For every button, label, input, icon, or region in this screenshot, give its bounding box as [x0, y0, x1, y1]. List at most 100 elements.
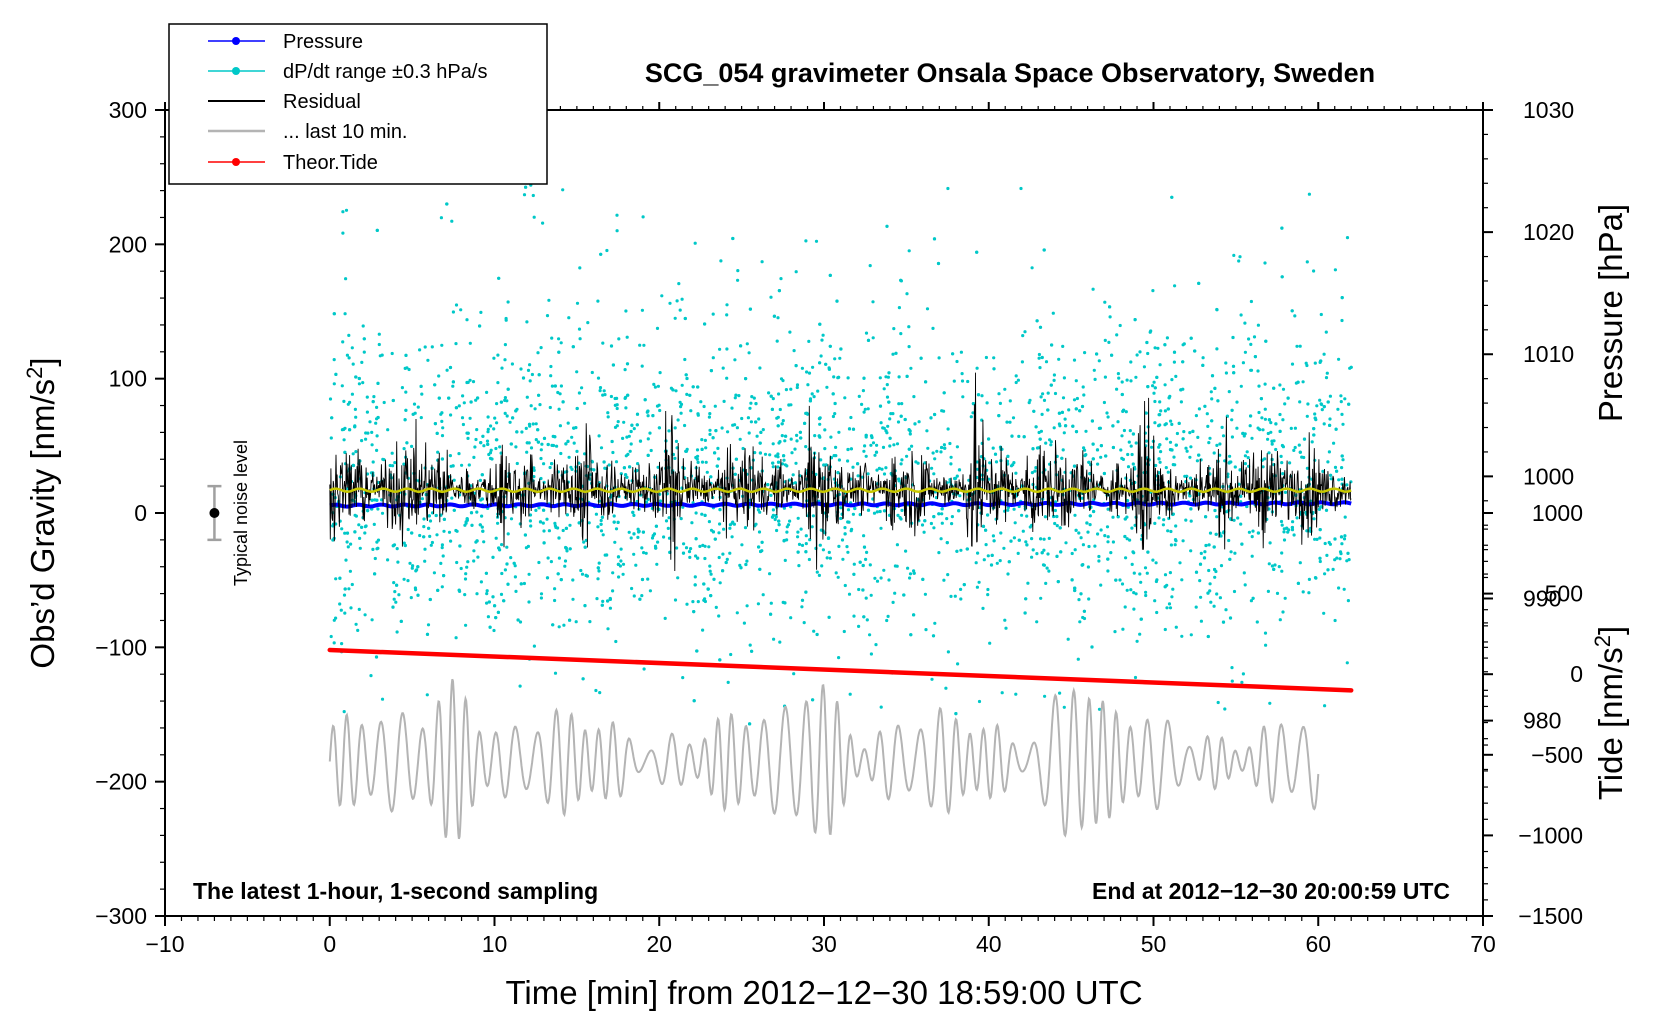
dpdt-point [900, 402, 904, 406]
dpdt-point [1212, 545, 1216, 549]
dpdt-point [376, 546, 380, 550]
dpdt-point [1318, 536, 1322, 540]
dpdt-point [465, 318, 469, 322]
dpdt-point [829, 435, 833, 439]
dpdt-point [744, 377, 748, 381]
dpdt-point [577, 391, 582, 395]
dpdt-point [1250, 535, 1254, 539]
dpdt-point [562, 623, 566, 627]
dpdt-point [800, 366, 805, 370]
dpdt-point [466, 436, 470, 440]
dpdt-point [909, 366, 913, 370]
dpdt-point [331, 538, 335, 542]
dpdt-point [564, 546, 568, 550]
dpdt-point [1106, 540, 1110, 544]
dpdt-point [1129, 379, 1133, 383]
dpdt-point [542, 541, 546, 545]
dpdt-point [940, 521, 944, 525]
dpdt-point [747, 431, 751, 435]
dpdt-point [571, 578, 575, 582]
dpdt-point [738, 437, 742, 441]
dpdt-point [798, 430, 803, 434]
dpdt-point [930, 677, 934, 681]
dpdt-point [673, 316, 677, 320]
dpdt-point [629, 442, 633, 446]
dpdt-point [619, 559, 623, 563]
dpdt-point [503, 343, 507, 347]
dpdt-point [1246, 456, 1250, 460]
dpdt-point [1040, 355, 1044, 360]
dpdt-point [682, 542, 686, 546]
dpdt-point [946, 427, 950, 431]
dpdt-point [932, 526, 936, 530]
dpdt-point [1116, 420, 1120, 424]
dpdt-point [1166, 470, 1170, 474]
dpdt-point [733, 396, 737, 400]
dpdt-point [607, 463, 611, 467]
y-axis-title-sup: 2 [22, 367, 47, 379]
dpdt-point [1126, 452, 1130, 457]
dpdt-point [503, 358, 507, 362]
dpdt-point [1086, 530, 1090, 534]
dpdt-point [503, 398, 507, 402]
dpdt-point [1008, 399, 1012, 403]
dpdt-point [674, 389, 678, 393]
dpdt-point [811, 698, 815, 702]
dpdt-point [376, 507, 380, 511]
dpdt-point [741, 446, 745, 451]
dpdt-point [1070, 551, 1074, 556]
dpdt-point [509, 517, 514, 521]
dpdt-point [537, 560, 541, 565]
dpdt-point [754, 420, 758, 424]
dpdt-point [554, 525, 558, 530]
dpdt-point [976, 551, 980, 555]
dpdt-point [1099, 528, 1103, 532]
dpdt-point [1163, 585, 1167, 589]
dpdt-point [1172, 350, 1177, 354]
dpdt-point [1310, 440, 1314, 444]
dpdt-point [613, 540, 617, 544]
dpdt-point [1088, 472, 1092, 476]
dpdt-point [539, 346, 543, 350]
dpdt-point [494, 536, 498, 540]
dpdt-point [683, 316, 687, 321]
dpdt-point [489, 448, 493, 452]
dpdt-point [1102, 400, 1106, 405]
dpdt-point [1229, 460, 1233, 464]
dpdt-point [655, 404, 660, 408]
dpdt-point [548, 405, 552, 410]
dpdt-point [1146, 550, 1150, 554]
dpdt-point [1138, 350, 1142, 354]
dpdt-point [1057, 357, 1061, 361]
dpdt-point [602, 389, 606, 393]
dpdt-point [1312, 517, 1316, 521]
dpdt-point [1313, 416, 1317, 420]
dpdt-point [1097, 359, 1101, 363]
dpdt-point [405, 366, 409, 370]
dpdt-point [1123, 517, 1127, 521]
dpdt-point [1327, 450, 1331, 454]
dpdt-point [651, 414, 655, 418]
dpdt-point [795, 439, 799, 443]
dpdt-point [1185, 449, 1189, 453]
dpdt-point [567, 316, 571, 320]
dpdt-scatter [328, 183, 1353, 726]
dpdt-point [724, 560, 728, 565]
dpdt-point [1084, 429, 1088, 433]
dpdt-point [1080, 563, 1084, 567]
dpdt-point [709, 369, 714, 373]
dpdt-point [340, 642, 344, 646]
dpdt-point [332, 382, 336, 386]
dpdt-point [346, 545, 350, 549]
dpdt-point [403, 543, 407, 548]
dpdt-point [1333, 268, 1337, 272]
dpdt-point [884, 375, 888, 379]
dpdt-point [372, 522, 376, 527]
dpdt-point [912, 613, 916, 617]
dpdt-point [1023, 330, 1027, 334]
dpdt-point [640, 546, 644, 550]
dpdt-point [851, 512, 856, 516]
dpdt-point [480, 497, 484, 501]
dpdt-point [865, 550, 869, 555]
dpdt-point [412, 402, 417, 406]
